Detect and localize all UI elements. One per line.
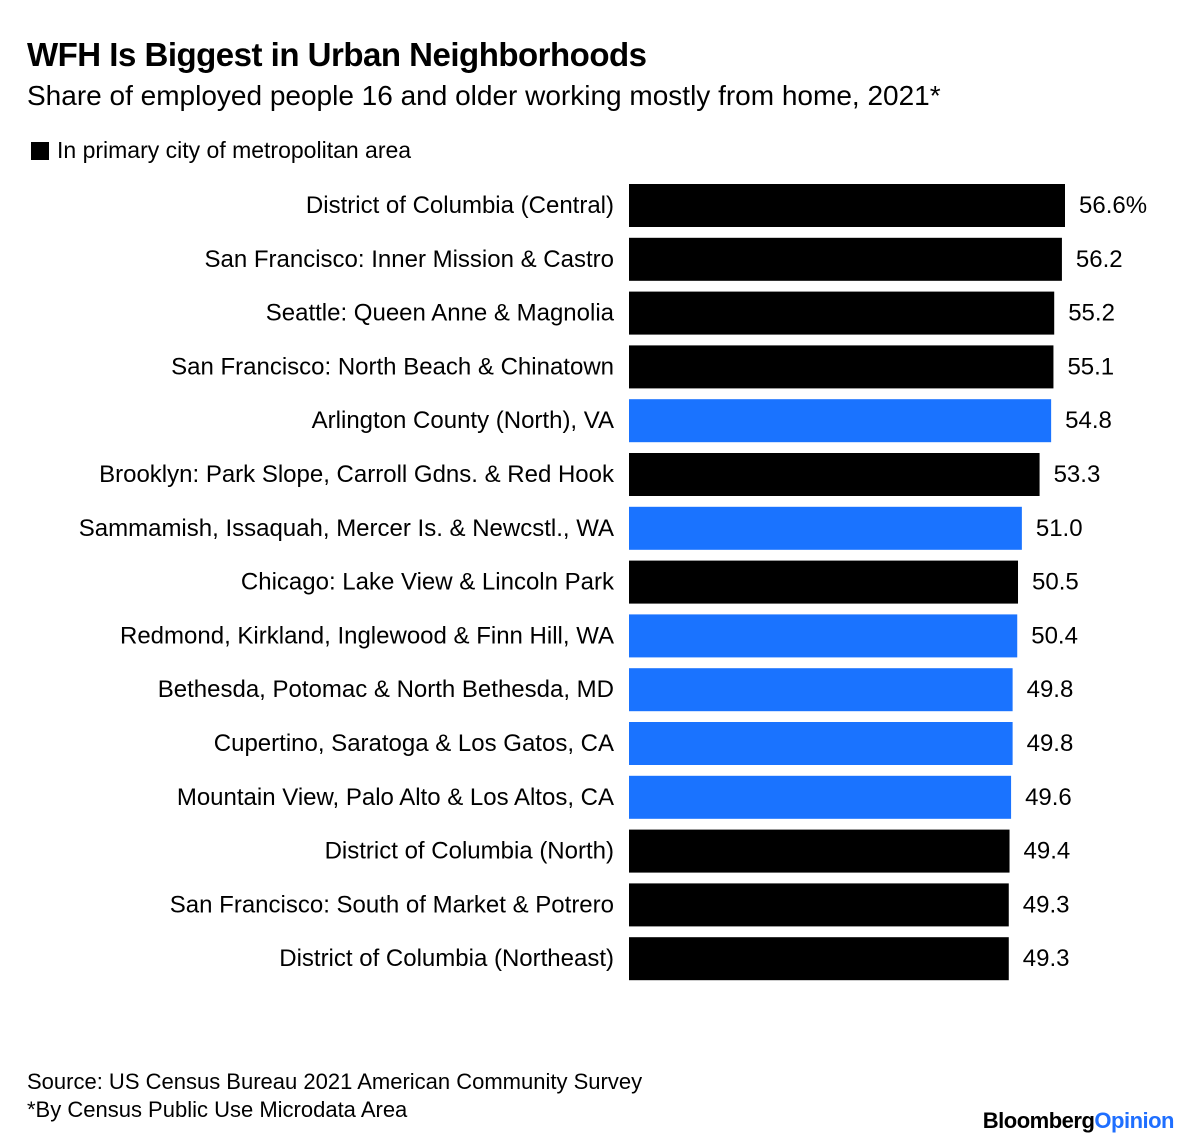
- chart-title: WFH Is Biggest in Urban Neighborhoods: [27, 36, 647, 73]
- bar: [629, 560, 1019, 604]
- source-note: Source: US Census Bureau 2021 American C…: [27, 1069, 643, 1094]
- value-label: 49.4: [1024, 838, 1071, 865]
- bar-chart: District of Columbia (Central) 56.6% San F…: [79, 184, 1147, 981]
- value-label: 49.8: [1027, 730, 1074, 757]
- bar: [629, 506, 1022, 550]
- category-label: Mountain View, Palo Alto & Los Altos, CA: [177, 784, 614, 811]
- category-label: Redmond, Kirkland, Inglewood & Finn Hill…: [120, 622, 614, 649]
- chart-legend: In primary city of metropolitan area: [31, 137, 411, 164]
- value-label: 55.2: [1068, 300, 1115, 327]
- value-label: 49.8: [1027, 676, 1074, 703]
- bar: [629, 345, 1054, 389]
- footnote: *By Census Public Use Microdata Area: [27, 1097, 408, 1122]
- bar: [629, 883, 1009, 927]
- brand-logo: BloombergOpinion: [982, 1108, 1175, 1134]
- bar: [629, 291, 1055, 335]
- value-label: 56.6%: [1079, 192, 1147, 219]
- category-label: Cupertino, Saratoga & Los Gatos, CA: [214, 730, 614, 757]
- bar: [629, 829, 1010, 873]
- bar: [629, 937, 1009, 981]
- category-label: District of Columbia (Northeast): [279, 945, 614, 972]
- category-label: Chicago: Lake View & Lincoln Park: [241, 569, 615, 596]
- brand-name: Bloomberg: [982, 1108, 1095, 1133]
- bar: [629, 399, 1052, 443]
- legend-label: In primary city of metropolitan area: [57, 137, 412, 163]
- bar: [629, 184, 1065, 227]
- bar: [629, 775, 1012, 819]
- category-label: Bethesda, Potomac & North Bethesda, MD: [158, 676, 614, 703]
- bar: [629, 722, 1013, 765]
- value-label: 49.3: [1023, 945, 1070, 972]
- bar: [629, 453, 1040, 496]
- value-label: 49.6: [1025, 784, 1072, 811]
- bar: [629, 614, 1018, 658]
- value-label: 51.0: [1036, 515, 1083, 542]
- value-label: 49.3: [1023, 891, 1070, 918]
- value-label: 53.3: [1054, 461, 1101, 488]
- brand-suffix: Opinion: [1094, 1108, 1174, 1133]
- category-label: San Francisco: Inner Mission & Castro: [205, 246, 615, 273]
- category-label: San Francisco: South of Market & Potrero: [170, 891, 614, 918]
- value-label: 56.2: [1076, 246, 1123, 273]
- value-label: 54.8: [1065, 407, 1112, 434]
- category-label: Brooklyn: Park Slope, Carroll Gdns. & Re…: [99, 461, 615, 488]
- chart-subtitle: Share of employed people 16 and older wo…: [27, 80, 941, 111]
- category-label: Seattle: Queen Anne & Magnolia: [266, 300, 615, 327]
- bar: [629, 668, 1013, 712]
- value-label: 50.4: [1031, 622, 1078, 649]
- category-label: District of Columbia (North): [325, 838, 614, 865]
- legend-swatch: [31, 141, 49, 160]
- category-label: Sammamish, Issaquah, Mercer Is. & Newcst…: [79, 515, 614, 542]
- category-label: District of Columbia (Central): [306, 192, 614, 219]
- value-label: 50.5: [1032, 569, 1079, 596]
- category-label: Arlington County (North), VA: [312, 407, 614, 434]
- bar: [629, 237, 1062, 281]
- category-label: San Francisco: North Beach & Chinatown: [171, 353, 614, 380]
- value-label: 55.1: [1067, 353, 1114, 380]
